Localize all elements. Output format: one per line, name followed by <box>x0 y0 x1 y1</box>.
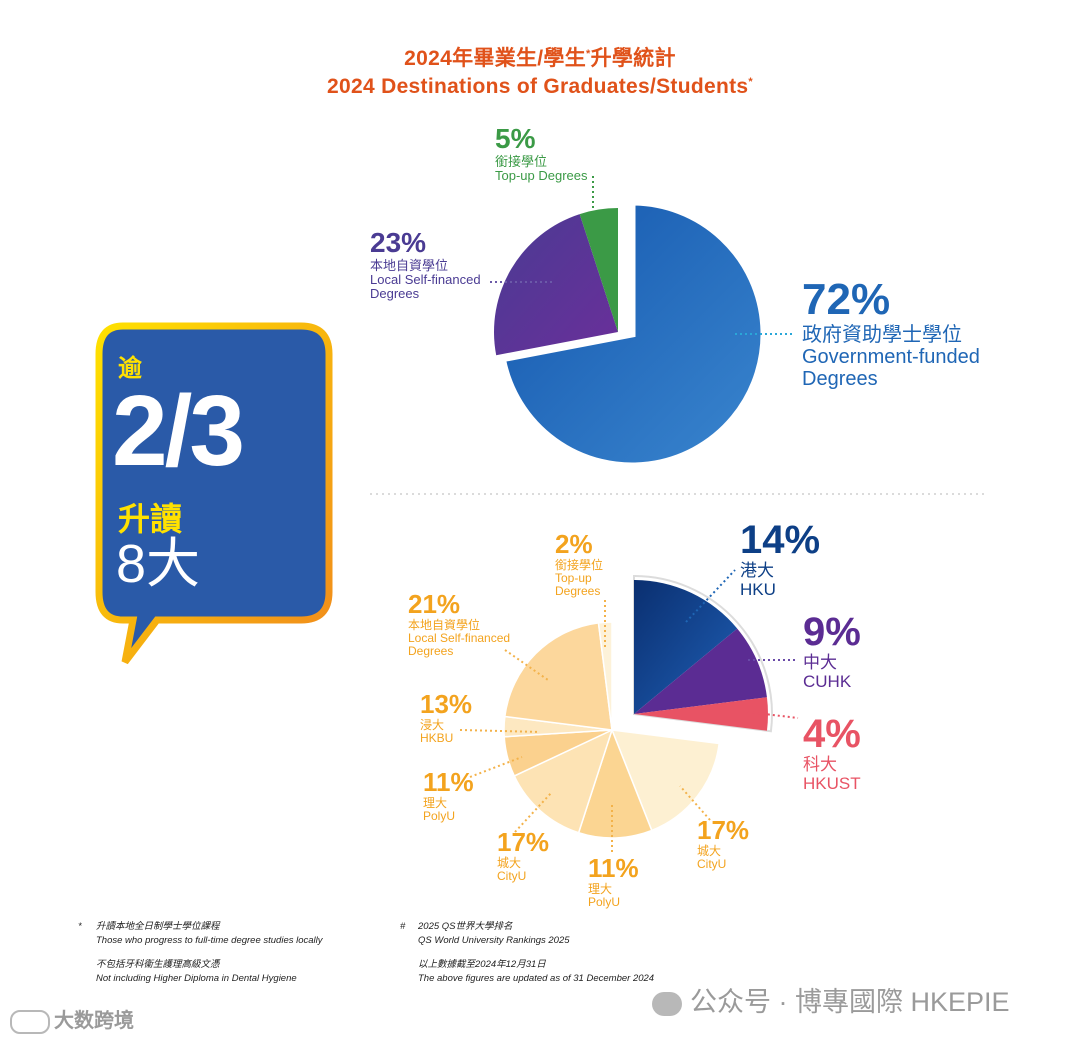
label-topup-top: 5% 銜接學位 Top-up Degrees <box>495 123 588 184</box>
slice-hkust <box>634 697 768 731</box>
leader-21 <box>504 649 549 681</box>
label-polyu: 11% 理大 PolyU <box>588 853 639 909</box>
top-pie <box>493 198 768 470</box>
wechat-icon <box>652 991 682 1016</box>
slice-cityu <box>610 729 720 832</box>
slice-cuhk <box>634 628 767 714</box>
label-selffinanced-bottom: 21% 本地自資學位 Local Self-financed Degrees <box>408 589 511 658</box>
leader-3 <box>459 729 541 733</box>
watermark-left: 大数跨境 <box>10 1004 134 1034</box>
leader-6 <box>469 756 523 778</box>
slice-selffinanced-top <box>493 214 618 356</box>
slice-topup-bottom <box>597 621 613 731</box>
label-eduhk: 11% 理大 PolyU <box>423 767 474 823</box>
footnote-left: * 升讀本地全日制學士學位課程 Those who progress to fu… <box>78 921 323 984</box>
slice-hku <box>634 580 738 714</box>
label-hku: 14% 港大 HKU <box>740 518 821 599</box>
bottom-pie <box>503 574 773 839</box>
label-selffinanced-top: 23% 本地自資學位 Local Self-financed Degrees <box>370 227 481 302</box>
label-hkust: 4% 科大 HKUST <box>803 712 861 793</box>
footnote-right: # 2025 QS世界大學排名 QS World University Rank… <box>400 921 655 984</box>
leader-4 <box>747 711 799 719</box>
slice-hkbu <box>513 728 614 834</box>
leader-13 <box>514 791 553 833</box>
logo-icon <box>10 1009 50 1034</box>
callout-big: 2/3 <box>112 375 245 487</box>
chart-title-en: 2024 Destinations of Graduates/Students* <box>327 75 753 98</box>
callout-bottom: 8大 <box>116 534 201 594</box>
callout-bubble <box>95 322 333 665</box>
label-cuhk: 9% 中大 CUHK <box>803 610 861 691</box>
label-topup-bottom: 2% 銜接學位 Top-up Degrees <box>555 529 604 598</box>
slice-selffinanced-bottom <box>504 622 613 731</box>
label-lingu: 13% 浸大 HKBU <box>420 689 473 745</box>
leader-14 <box>685 569 736 623</box>
label-hkbu: 17% 城大 CityU <box>497 827 550 883</box>
slice-govfunded <box>498 198 768 470</box>
slice-polyu <box>577 727 653 839</box>
callout-mid: 升讀 <box>118 501 183 537</box>
label-govfunded: 72% 政府資助學士學位 Government-funded Degrees <box>802 275 980 391</box>
slice-topup-top <box>579 208 618 332</box>
label-cityu: 17% 城大 CityU <box>697 815 750 871</box>
callout-top: 逾 <box>118 355 142 382</box>
watermark-right: 公众号 · 博專國際 HKEPIE <box>652 980 1010 1019</box>
chart-title-zh: 2024年畢業生/學生*升學統計 <box>404 47 676 70</box>
